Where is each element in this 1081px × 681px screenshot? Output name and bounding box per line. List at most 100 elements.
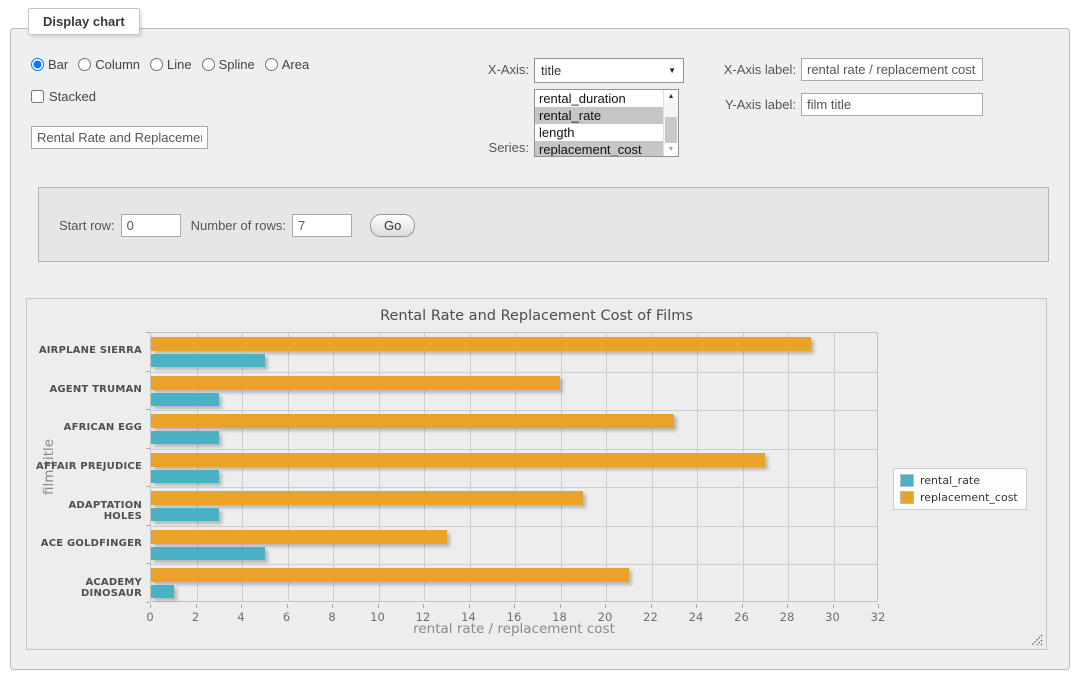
chart-type-option-label: Line — [167, 57, 192, 72]
stacked-label: Stacked — [49, 89, 96, 104]
legend-entry-replacement_cost: replacement_cost — [900, 491, 1018, 504]
gridline-horizontal — [151, 410, 877, 412]
chart-legend: rental_rate replacement_cost — [893, 468, 1027, 510]
chart-type-radio-area[interactable] — [264, 58, 278, 71]
bar-rental_rate — [151, 585, 174, 599]
y-axis-tick — [146, 332, 150, 333]
legend-swatch-rental_rate — [900, 474, 914, 487]
category-label: ACADEMY DINOSAUR — [81, 576, 142, 599]
x-axis-tick — [514, 604, 515, 608]
gridline-vertical — [697, 333, 698, 601]
num-rows-input[interactable] — [292, 214, 352, 237]
bar-replacement_cost — [151, 452, 766, 467]
bar-rental_rate — [151, 431, 220, 445]
x-axis-tick-label: 10 — [370, 610, 385, 624]
scrollbar-thumb[interactable] — [665, 117, 677, 145]
stacked-checkbox-row[interactable]: Stacked — [31, 89, 96, 104]
series-multiselect[interactable]: rental_duration rental_rate length replacem… — [534, 89, 679, 157]
x-axis-tick-label: 32 — [870, 610, 886, 624]
y-axis-tick — [146, 447, 150, 449]
y-axis-tick — [146, 524, 150, 526]
category-label: AFRICAN EGG — [63, 422, 142, 434]
bar-rental_rate — [151, 469, 220, 483]
bar-rental_rate — [151, 508, 220, 522]
series-scrollbar[interactable]: ▲ ▼ — [663, 90, 678, 156]
chart-type-option-column[interactable]: Column — [78, 57, 140, 72]
select-dropdown-arrow-icon: ▼ — [668, 66, 676, 75]
gridline-vertical — [196, 333, 198, 601]
chart-type-option-bar[interactable]: Bar — [31, 57, 68, 72]
go-button[interactable]: Go — [370, 214, 416, 237]
gridline-vertical — [378, 333, 380, 601]
x-axis-tick — [832, 604, 834, 608]
chart-container: Rental Rate and Replacement Cost of Film… — [26, 298, 1047, 650]
gridline-vertical — [833, 333, 835, 601]
x-axis-tick — [286, 604, 288, 608]
x-axis-label-input[interactable] — [801, 58, 983, 81]
chart-type-radio-bar[interactable] — [31, 58, 44, 71]
x-axis-tick-label: 26 — [734, 610, 749, 624]
gridline-horizontal — [151, 487, 877, 489]
stacked-checkbox[interactable] — [31, 90, 44, 103]
legend-entry-rental_rate: rental_rate — [900, 474, 1018, 487]
num-rows-label: Number of rows: — [190, 218, 286, 233]
scroll-down-icon[interactable]: ▼ — [664, 143, 678, 156]
x-axis-tick — [468, 604, 470, 608]
y-axis-tick — [146, 409, 150, 411]
bar-replacement_cost — [151, 529, 447, 544]
x-axis-tick-label: 30 — [825, 610, 840, 624]
gridline-vertical — [606, 333, 607, 601]
category-label: AGENT TRUMAN — [49, 383, 142, 395]
x-axis-tick-label: 2 — [191, 610, 200, 624]
x-axis-tick — [377, 604, 379, 608]
series-label: Series: — [488, 140, 529, 155]
chart-type-radio-spline[interactable] — [201, 58, 215, 71]
gridline-vertical — [515, 333, 516, 601]
chart-type-radio-column[interactable] — [78, 58, 92, 71]
series-option-rental_rate[interactable]: rental_rate — [535, 107, 663, 124]
gridline-horizontal — [151, 448, 877, 450]
bar-replacement_cost — [151, 337, 811, 351]
x-axis-tick-label: 14 — [461, 610, 476, 624]
start-row-input[interactable] — [120, 214, 181, 237]
x-axis-tick — [150, 604, 151, 608]
chart-title-input[interactable] — [31, 126, 208, 149]
chart-type-option-line[interactable]: Line — [150, 57, 192, 72]
legend-label: replacement_cost — [920, 491, 1018, 504]
panel-legend: Display chart — [28, 8, 140, 35]
y-axis-tick — [146, 602, 150, 603]
gridline-horizontal — [151, 371, 877, 373]
chart-type-radio-group: Bar Column Line Spline Area — [31, 57, 309, 72]
series-option-rental_duration[interactable]: rental_duration — [539, 91, 626, 106]
chart-type-option-label: Bar — [48, 57, 69, 72]
x-axis-tick — [605, 604, 606, 608]
category-label: AFFAIR PREJUDICE — [36, 461, 142, 472]
chart-type-option-area[interactable]: Area — [264, 57, 309, 72]
bar-replacement_cost — [151, 491, 584, 506]
x-axis-tick — [787, 604, 788, 608]
x-axis-label: X-Axis: — [487, 62, 529, 77]
gridline-vertical — [788, 333, 789, 601]
x-axis-select[interactable]: title ▼ — [534, 58, 684, 83]
x-axis-selected-value: title — [541, 63, 562, 78]
x-axis-tick — [195, 604, 197, 608]
scroll-up-icon[interactable]: ▲ — [664, 90, 678, 103]
chart-title: Rental Rate and Replacement Cost of Film… — [380, 308, 693, 324]
chart-type-radio-line[interactable] — [150, 58, 164, 71]
x-axis-tick-label: 12 — [415, 610, 431, 624]
chart-type-option-spline[interactable]: Spline — [201, 57, 255, 72]
category-label: ACE GOLDFINGER — [40, 538, 142, 550]
series-option-replacement_cost[interactable]: replacement_cost — [535, 141, 663, 156]
gridline-horizontal — [151, 525, 877, 527]
gridline-vertical — [287, 333, 289, 601]
y-axis-label-input[interactable] — [801, 93, 983, 116]
x-axis-tick — [696, 604, 697, 608]
resize-handle-icon[interactable] — [1030, 633, 1043, 646]
series-option-length[interactable]: length — [539, 125, 575, 140]
y-axis-tick — [146, 563, 150, 565]
x-axis-tick — [332, 604, 333, 608]
x-axis-tick — [241, 604, 242, 608]
chart-type-option-label: Spline — [218, 57, 255, 72]
x-axis-tick-label: 20 — [597, 610, 613, 624]
bar-rental_rate — [151, 392, 220, 406]
